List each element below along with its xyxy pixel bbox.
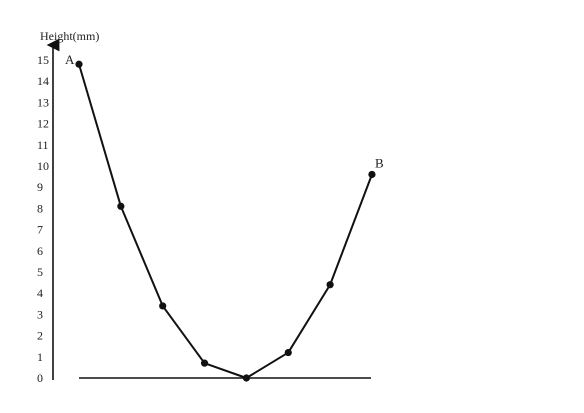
y-axis-label: Height(mm) [40, 29, 99, 43]
y-tick-label: 9 [37, 180, 43, 194]
data-point [368, 170, 376, 179]
y-tick-label: 13 [37, 95, 49, 109]
data-point [159, 302, 167, 310]
point-label: B [375, 155, 384, 170]
y-tick-label: 4 [37, 286, 43, 300]
series-line [78, 63, 373, 379]
data-point [284, 348, 292, 357]
data-point [200, 359, 209, 367]
y-tick-label: 6 [37, 244, 43, 258]
y-tick-label: 12 [37, 117, 49, 131]
y-tick-label: 11 [37, 138, 49, 152]
y-tick-label: 1 [37, 350, 43, 364]
point-label: A [65, 52, 75, 67]
y-tick-label: 3 [37, 307, 43, 321]
y-tick-label: 7 [37, 223, 43, 237]
y-tick-label: 5 [37, 265, 43, 279]
y-tick-label: 15 [37, 53, 49, 67]
y-tick-label: 0 [37, 371, 43, 385]
y-tick-label: 2 [37, 329, 43, 343]
data-point [117, 202, 125, 210]
y-tick-label: 10 [37, 159, 49, 173]
y-tick-label: 8 [37, 201, 43, 215]
data-point [326, 281, 334, 289]
data-point [242, 374, 250, 382]
data-point [75, 60, 83, 68]
y-tick-label: 14 [37, 74, 49, 88]
